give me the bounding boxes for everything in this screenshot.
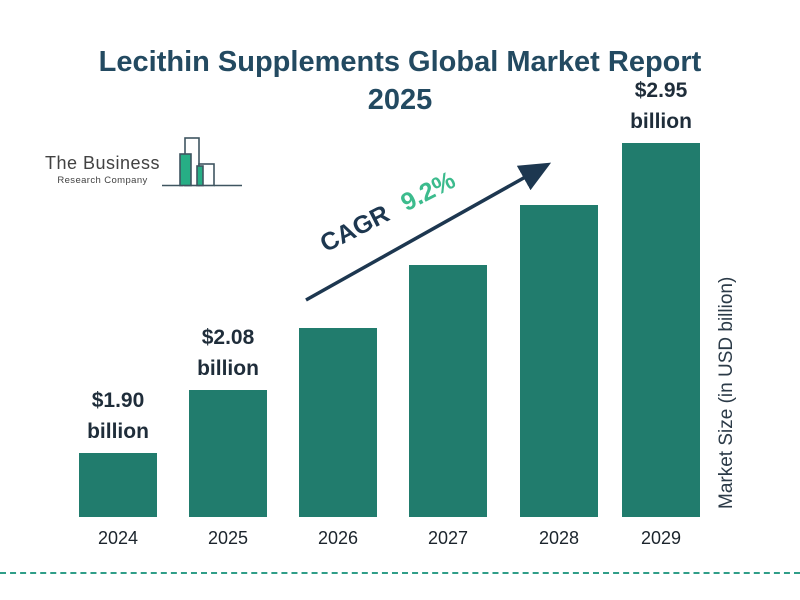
bar-chart-logo-icon <box>162 137 243 187</box>
value-label-2025: $2.08 billion <box>197 326 259 380</box>
bar-2029 <box>622 143 700 517</box>
x-tick-2026: 2026 <box>317 528 359 548</box>
company-subname: Research Company <box>57 175 148 186</box>
bar-2028 <box>520 205 598 517</box>
dashed-divider-line <box>0 572 800 574</box>
x-tick-2025: 2025 <box>207 528 249 548</box>
x-tick-2027: 2027 <box>427 528 469 548</box>
value-label-2024: $1.90 billion <box>87 389 149 443</box>
bar-2027 <box>409 265 487 517</box>
bar-2026 <box>299 328 377 517</box>
title-line-1: Lecithin Supplements Global Market Repor… <box>98 46 702 79</box>
bar-2025 <box>189 390 267 517</box>
y-axis-label: Market Size (in USD billion) <box>716 276 737 509</box>
company-logo: The Business Research Company <box>45 136 244 188</box>
company-name: The Business <box>45 153 161 173</box>
x-tick-2024: 2024 <box>97 528 139 548</box>
x-tick-2029: 2029 <box>640 528 682 548</box>
company-logo-text: The Business Research Company <box>45 153 160 188</box>
page-title: Lecithin Supplements Global Market Repor… <box>0 43 800 119</box>
title-line-2: 2025 <box>367 84 433 117</box>
bar-2024 <box>79 453 157 517</box>
value-label-2029: $2.95 billion <box>630 79 692 133</box>
x-tick-2028: 2028 <box>538 528 580 548</box>
